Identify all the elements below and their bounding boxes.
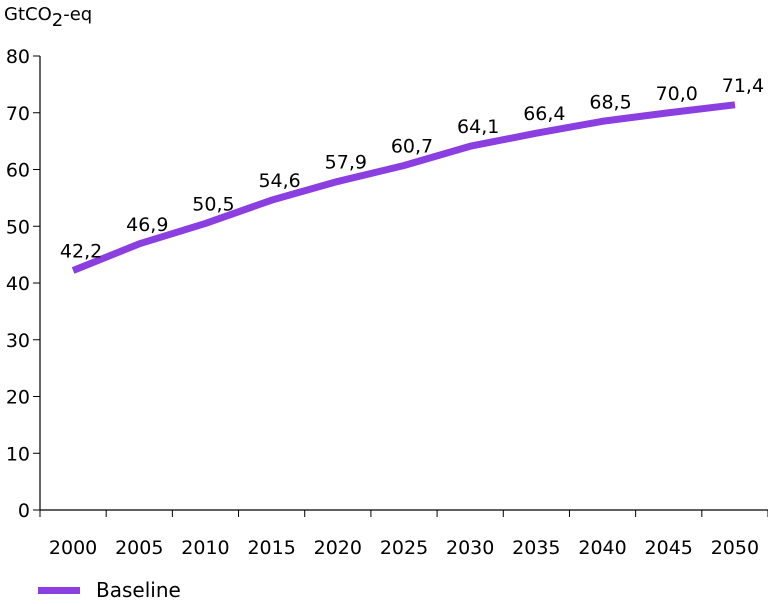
y-tick-label: 80: [6, 46, 30, 68]
data-label: 66,4: [523, 103, 565, 125]
y-tick-label: 50: [6, 216, 30, 238]
y-axis-label-subscript: 2: [51, 10, 64, 31]
y-tick-label: 20: [6, 387, 30, 409]
legend: Baseline: [38, 578, 181, 602]
x-tick-label: 2030: [446, 537, 494, 559]
x-tick-label: 2050: [711, 537, 759, 559]
y-tick-label: 0: [18, 500, 30, 522]
data-label: 70,0: [656, 83, 698, 105]
data-label: 57,9: [325, 151, 367, 173]
chart-axes: [39, 56, 768, 511]
x-tick-label: 2005: [115, 537, 163, 559]
x-tick-label: 2035: [512, 537, 560, 559]
y-axis-label: GtCO2-eq: [4, 4, 92, 31]
x-tick-label: 2000: [49, 537, 97, 559]
legend-label-baseline: Baseline: [96, 578, 181, 602]
legend-swatch-baseline: [38, 586, 80, 594]
x-tick-label: 2020: [314, 537, 362, 559]
y-axis-label-tail: -eq: [63, 4, 93, 25]
data-labels: 42,2 46,9 50,5 54,6 57,9 60,7 64,1 66,4 68,5 70,0…: [60, 75, 764, 263]
y-axis-ticks: 0 10 20 30 40 50 60 70 80: [6, 46, 40, 522]
x-tick-label: 2015: [247, 537, 295, 559]
x-tick-label: 2025: [380, 537, 428, 559]
chart-series: [71, 101, 736, 274]
data-label: 68,5: [589, 91, 631, 113]
x-tick-label: 2040: [578, 537, 626, 559]
data-label: 60,7: [391, 136, 433, 158]
data-label: 64,1: [457, 116, 499, 138]
data-label: 71,4: [722, 75, 764, 97]
x-axis-ticks: 2000 2005 2010 2015 2020 2025 2030 2035 2040 2045…: [39, 510, 768, 559]
y-tick-label: 40: [6, 273, 30, 295]
series-line-baseline: [71, 101, 736, 274]
y-axis-label-main: GtCO: [4, 4, 52, 25]
y-tick-label: 30: [6, 330, 30, 352]
x-tick-label: 2045: [645, 537, 693, 559]
y-tick-label: 70: [6, 103, 30, 125]
y-tick-label: 60: [6, 160, 30, 182]
x-tick-label: 2010: [181, 537, 229, 559]
data-label: 50,5: [192, 193, 234, 215]
data-label: 42,2: [60, 241, 102, 263]
y-tick-label: 10: [6, 443, 30, 465]
data-label: 54,6: [258, 170, 300, 192]
data-label: 46,9: [126, 214, 168, 236]
